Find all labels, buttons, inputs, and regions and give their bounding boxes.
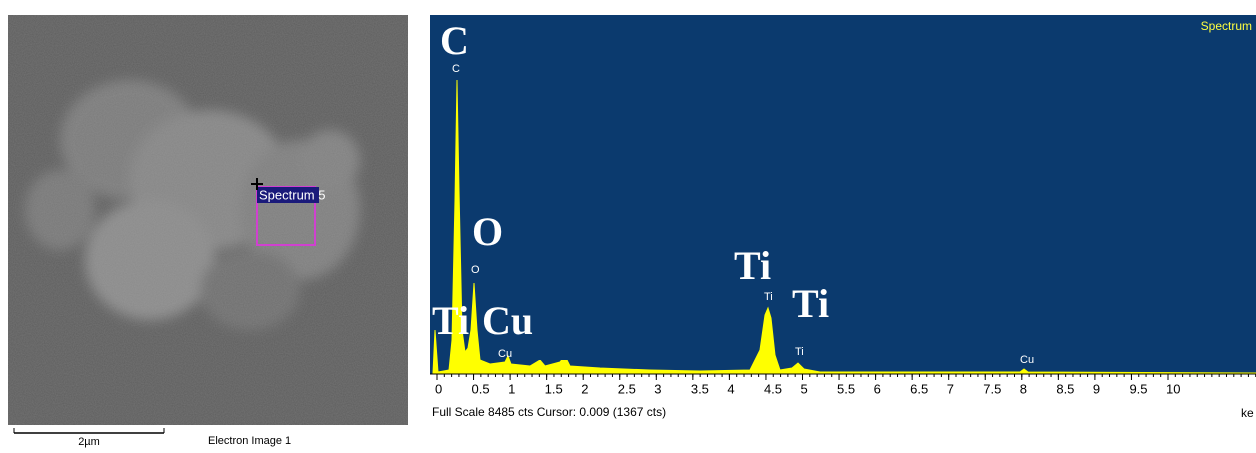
peak-label: Ti	[792, 281, 829, 326]
tick-label: 10	[1166, 381, 1180, 396]
tick-label: 1.5	[545, 381, 563, 396]
tick-label: 0	[435, 381, 442, 396]
line-label: Cu	[498, 348, 512, 360]
tick-label: 8	[1020, 381, 1027, 396]
spectrum-curve	[432, 79, 1256, 374]
tick-label: 4	[727, 381, 734, 396]
scale-label: 2µm	[78, 436, 100, 448]
tick-label: 2.5	[618, 381, 636, 396]
peak-label: Ti	[432, 298, 469, 343]
footer: Full Scale 8485 cts Cursor: 0.009 (1367 …	[432, 405, 666, 419]
tick-label: 9.5	[1129, 381, 1147, 396]
tick-label: 8.5	[1056, 381, 1074, 396]
tick-label: 0.5	[472, 381, 490, 396]
peak-label: Ti	[734, 243, 771, 288]
spectrum-panel: Spectrum	[430, 15, 1256, 374]
line-label: Ti	[795, 346, 804, 358]
tick-label: 1	[508, 381, 515, 396]
spectrum-title: Spectrum	[1201, 19, 1252, 33]
box-label: Spectrum 5	[259, 187, 325, 202]
tick-label: 2	[581, 381, 588, 396]
line-label: C	[452, 63, 460, 75]
tick-label: 7	[947, 381, 954, 396]
peak-label: O	[472, 209, 503, 254]
unit: ke	[1241, 406, 1254, 420]
line-label: O	[471, 264, 480, 276]
tick-label: 9	[1093, 381, 1100, 396]
tick-label: 6.5	[910, 381, 928, 396]
sem-image: Spectrum 5	[8, 15, 408, 425]
tick-label: 7.5	[983, 381, 1001, 396]
tick-label: 6	[874, 381, 881, 396]
tick-label: 5.5	[837, 381, 855, 396]
image-caption: Electron Image 1	[208, 435, 291, 447]
peak-label: Cu	[482, 298, 533, 343]
tick-label: 5	[801, 381, 808, 396]
line-label: Cu	[1020, 354, 1034, 366]
tick-label: 4.5	[764, 381, 782, 396]
peak-label: C	[440, 18, 469, 63]
line-label: Ti	[764, 291, 773, 303]
tick-label: 3	[654, 381, 661, 396]
tick-label: 3.5	[691, 381, 709, 396]
